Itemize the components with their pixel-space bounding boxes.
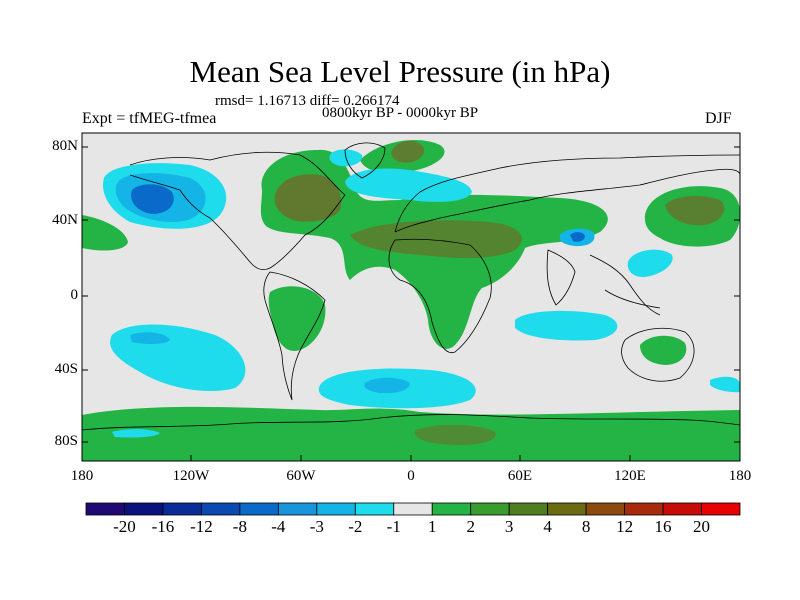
lon-label-180e: 180 — [728, 468, 752, 484]
lon-label-180w: 180 — [70, 468, 94, 484]
colorbar-label: 4 — [543, 517, 552, 536]
colorbar-label: 1 — [427, 517, 437, 536]
colorbar-swatch — [701, 502, 741, 516]
east-pacific-low — [710, 376, 740, 393]
colorbar-label: 16 — [654, 517, 672, 536]
coastlines — [82, 142, 740, 431]
lat-label-40n: 40N — [52, 212, 78, 228]
colorbar-swatch — [239, 502, 279, 516]
lat-label-80n: 80N — [52, 138, 78, 154]
tibet-low-core — [570, 232, 585, 242]
lon-label-60w: 60W — [286, 468, 316, 484]
antarctic-coast-low — [112, 429, 160, 438]
antarctic-core — [414, 424, 496, 446]
negative-anomaly-regions — [103, 149, 740, 438]
lon-label-120w: 120W — [172, 468, 210, 484]
colorbar-label: 2 — [466, 517, 475, 536]
antarctica-coast — [82, 414, 740, 431]
north-pacific-west-high — [82, 215, 128, 251]
experiment-label: Expt = tfMEG-tfmea — [82, 110, 217, 127]
colorbar-label: -12 — [190, 517, 213, 536]
south-pacific-low-core — [130, 332, 170, 345]
colorbar-label: -2 — [348, 517, 363, 536]
lat-label-0: 0 — [70, 287, 79, 303]
colorbar-label: -16 — [151, 517, 175, 536]
colorbar-swatch — [585, 502, 625, 516]
colorbar-label: -20 — [113, 517, 136, 536]
australia-coast — [621, 327, 695, 382]
atlantic-core — [350, 220, 522, 259]
colorbar-swatch — [431, 502, 472, 516]
eurasia-coast — [394, 154, 740, 233]
strong-anomaly-regions — [274, 140, 725, 446]
arctic-core — [391, 140, 425, 163]
rmsd-stats: rmsd= 1.16713 diff= 0.266174 — [215, 93, 400, 109]
india-coast — [546, 249, 576, 306]
colorbar-label: 8 — [581, 517, 591, 536]
colorbar-label: 3 — [504, 517, 514, 536]
colorbar-label: 20 — [693, 517, 711, 536]
australia-high — [640, 335, 687, 365]
colorbar-swatch — [201, 502, 241, 516]
colorbar-label: -8 — [232, 517, 247, 536]
colorbar-swatch — [124, 502, 164, 516]
colorbar-label: -3 — [309, 517, 324, 536]
north-atlantic-low — [345, 168, 472, 202]
colorbar-swatch — [393, 502, 433, 516]
greenland-coast — [344, 142, 386, 179]
colorbar-swatch — [162, 502, 202, 516]
north-america-core — [274, 174, 342, 222]
lon-label-120e: 120E — [614, 468, 646, 484]
colorbar-swatch — [547, 502, 587, 516]
colorbar-label: -1 — [386, 517, 401, 536]
aleutian-low-core — [131, 184, 174, 214]
east-asia-low — [627, 249, 673, 278]
lat-label-40s: 40S — [54, 361, 78, 377]
lon-label-0: 0 — [407, 468, 415, 484]
colorbar — [85, 502, 741, 516]
west-pacific-core — [665, 195, 725, 226]
map-ticks — [81, 146, 741, 461]
season-label: DJF — [705, 110, 732, 127]
colorbar-swatch — [354, 502, 395, 516]
south-atlantic-low-core — [364, 377, 410, 394]
map-title: Mean Sea Level Pressure (in hPa) — [189, 54, 611, 89]
lat-label-80s: 80S — [54, 433, 78, 449]
south-america-coast — [263, 271, 326, 401]
southeast-asia-coast — [589, 254, 661, 316]
lon-label-60e: 60E — [507, 468, 533, 484]
time-range-subtitle: 0800kyr BP - 0000kyr BP — [322, 105, 479, 121]
colorbar-swatch — [624, 502, 664, 516]
colorbar-swatch — [470, 502, 510, 516]
colorbar-label: 12 — [616, 517, 634, 536]
indian-ocean-low — [515, 310, 618, 341]
colorbar-swatch — [277, 502, 318, 516]
south-america-high — [268, 286, 326, 351]
colorbar-swatch — [316, 502, 356, 516]
north-america-coast — [129, 151, 346, 270]
colorbar-swatch — [508, 502, 549, 516]
africa-coast — [388, 238, 492, 354]
colorbar-swatch — [85, 502, 125, 516]
southern-ocean-high — [82, 406, 740, 461]
colorbar-label: -4 — [271, 517, 286, 536]
colorbar-swatch — [662, 502, 702, 516]
